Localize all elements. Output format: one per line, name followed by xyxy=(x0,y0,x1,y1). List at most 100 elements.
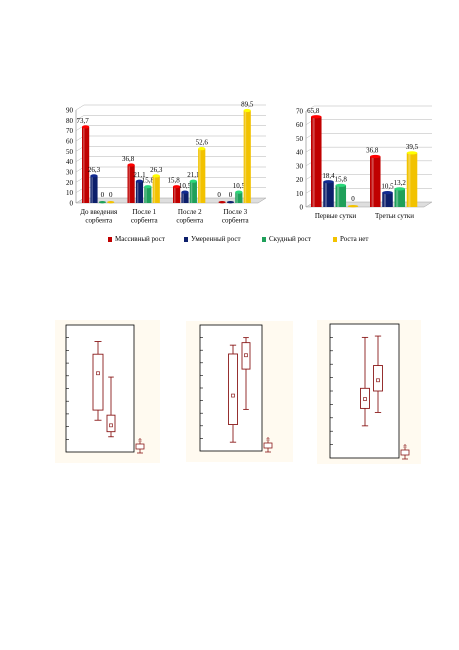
bar-highlight xyxy=(83,126,85,203)
bar-cap xyxy=(189,179,197,183)
y-tick-label: 0 xyxy=(300,204,304,212)
data-label: 15,8 xyxy=(142,177,155,185)
boxplot-legend-symbol: □ xyxy=(263,437,273,453)
boxplot-panel-2: □ xyxy=(186,321,293,462)
bar-body xyxy=(243,110,251,203)
bar-highlight xyxy=(128,164,131,203)
data-label: 15,8 xyxy=(167,177,180,185)
category-label: Третьи сутки xyxy=(375,212,414,220)
legend-swatch-scant xyxy=(262,236,266,242)
median-marker xyxy=(376,378,380,383)
bar-highlight xyxy=(371,156,374,207)
category-label: После 2 xyxy=(178,208,202,216)
bar xyxy=(181,190,189,203)
y-tick-label: 70 xyxy=(66,127,74,135)
data-label: 0 xyxy=(101,191,105,199)
gridline xyxy=(75,115,266,121)
bar xyxy=(127,163,135,203)
gridline xyxy=(75,146,266,152)
gridline xyxy=(75,166,266,173)
bar-cap xyxy=(406,151,418,155)
data-label: 0 xyxy=(109,191,113,199)
data-label: 10,5 xyxy=(179,182,192,190)
bar xyxy=(107,201,115,204)
bar xyxy=(144,185,152,203)
bar-highlight xyxy=(236,192,238,203)
bar-cap xyxy=(90,174,98,178)
y-tick-label: 30 xyxy=(296,162,304,170)
legend-label-moderate: Умеренный рост xyxy=(191,235,241,243)
box-body xyxy=(228,353,238,425)
category-label: После 1 xyxy=(132,208,156,216)
category-label: сорбента xyxy=(222,217,250,225)
bar xyxy=(82,125,90,203)
bar-body xyxy=(135,181,144,203)
bar xyxy=(226,201,235,204)
data-label: 21,1 xyxy=(187,171,200,179)
gridline xyxy=(75,104,266,111)
bar xyxy=(370,154,381,207)
bar-cap xyxy=(335,183,347,187)
bar xyxy=(406,151,418,207)
bar-body xyxy=(198,148,206,203)
data-label: 10,5 xyxy=(381,183,394,191)
bar-highlight xyxy=(145,186,147,203)
data-label: 73,7 xyxy=(76,117,89,125)
bar-body xyxy=(382,192,393,207)
data-label: 10,5 xyxy=(233,182,246,190)
bar-body xyxy=(406,152,418,207)
box-body xyxy=(92,353,104,411)
data-label: 36,8 xyxy=(366,147,379,155)
median-marker xyxy=(109,423,113,428)
box xyxy=(106,376,116,438)
data-label: 21,1 xyxy=(133,171,146,179)
category-label: сорбента xyxy=(131,217,159,225)
bar xyxy=(323,180,334,207)
data-label: 0 xyxy=(217,191,221,199)
bar-highlight xyxy=(190,181,193,203)
bar xyxy=(235,190,243,203)
chart-floor xyxy=(75,197,267,204)
gridline xyxy=(75,125,266,131)
box xyxy=(241,337,251,410)
bar-highlight xyxy=(174,186,176,203)
legend-box xyxy=(400,449,410,456)
category-label: До введения xyxy=(80,208,118,216)
median-marker xyxy=(363,397,367,401)
bar-body xyxy=(82,126,90,203)
bar-cap xyxy=(235,190,243,194)
box-body xyxy=(106,414,116,433)
gridline xyxy=(305,119,432,125)
legend-label-none: Роста нет xyxy=(340,235,369,243)
data-label: 0 xyxy=(351,195,355,203)
bar-highlight xyxy=(408,152,411,207)
bar-highlight xyxy=(396,188,399,207)
median-marker xyxy=(231,393,235,398)
legend-symbol-label: □ xyxy=(266,438,269,443)
bar-body xyxy=(181,192,189,203)
bar-cap xyxy=(323,180,334,184)
data-label: 26,3 xyxy=(88,166,101,174)
bar-highlight xyxy=(312,116,315,207)
bar-body xyxy=(311,116,322,207)
data-label: 65,8 xyxy=(307,107,320,115)
data-label: 39,5 xyxy=(406,143,419,151)
bar-highlight xyxy=(136,181,139,203)
box-body xyxy=(373,365,383,392)
category-label: сорбента xyxy=(176,217,204,225)
legend-swatch-none xyxy=(333,236,337,242)
boxplot-legend-symbol: □ xyxy=(400,444,410,460)
bar-cap xyxy=(311,115,322,119)
data-label: 26,3 xyxy=(150,166,163,174)
y-tick-label: 10 xyxy=(66,189,74,197)
bar-base xyxy=(218,201,226,204)
bar xyxy=(394,187,406,207)
y-tick-label: 30 xyxy=(66,169,74,177)
legend-item-none: Роста нет xyxy=(333,235,368,243)
bar-base xyxy=(226,201,235,204)
y-tick-label: 80 xyxy=(66,117,74,125)
legend-label-massive: Массивный рост xyxy=(115,235,165,243)
legend-symbol-label: □ xyxy=(403,445,406,450)
y-tick-label: 60 xyxy=(66,138,74,146)
bar-body xyxy=(173,186,181,203)
